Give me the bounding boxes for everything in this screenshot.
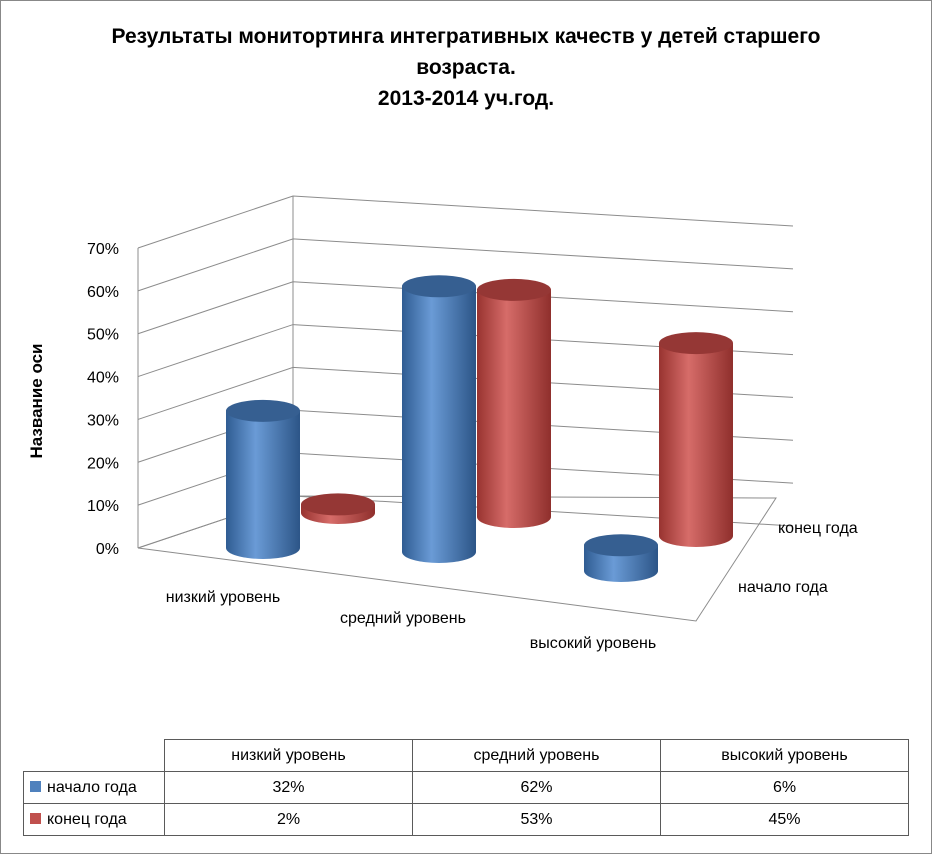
data-table-cell: 32%: [164, 771, 413, 804]
cylinder-top: [301, 493, 375, 516]
legend-label-end: конец года: [47, 810, 127, 828]
data-table-category: низкий уровень: [164, 739, 413, 772]
z-series-label: начало года: [738, 579, 828, 596]
data-table: низкий уровень средний уровень высокий у…: [23, 739, 909, 836]
cylinder-bar: [477, 289, 551, 528]
cylinder-top: [659, 332, 733, 355]
data-table-cell: 6%: [660, 771, 909, 804]
y-tick-label: 50%: [87, 327, 119, 344]
y-tick-label: 70%: [87, 241, 119, 258]
data-table-cell: 53%: [412, 803, 661, 836]
title-line-2: возраста.: [416, 56, 516, 79]
chart-title: Результаты монитортинга интегративных ка…: [41, 21, 891, 114]
cylinder-top: [584, 534, 658, 557]
cylinder-bar: [659, 343, 733, 547]
cylinder-top: [226, 399, 300, 422]
cylinder-bar: [402, 286, 476, 563]
data-table-series-name: конец года: [23, 803, 165, 836]
data-table-category: средний уровень: [412, 739, 661, 772]
cylinder-top: [477, 278, 551, 301]
data-table-corner: [24, 740, 165, 772]
data-table-row: начало года 32% 62% 6%: [23, 771, 909, 804]
title-line-1: Результаты монитортинга интегративных ка…: [111, 25, 821, 48]
legend-swatch-start: [30, 780, 41, 792]
data-table-category: высокий уровень: [660, 739, 909, 772]
z-series-label: конец года: [778, 520, 858, 537]
data-table-cell: 2%: [164, 803, 413, 836]
cylinder-bar: [226, 410, 300, 559]
y-tick-label: 20%: [87, 455, 119, 472]
data-table-series-name: начало года: [23, 771, 165, 804]
cylinder-top: [402, 275, 476, 298]
y-tick-label: 40%: [87, 370, 119, 387]
title-line-3: 2013-2014 уч.год.: [377, 87, 555, 110]
y-tick-label: 0%: [96, 541, 119, 558]
y-tick-label: 10%: [87, 498, 119, 515]
x-category-label: низкий уровень: [166, 589, 280, 606]
y-tick-label: 30%: [87, 412, 119, 429]
data-table-cell: 45%: [660, 803, 909, 836]
legend-label-start: начало года: [47, 778, 137, 796]
x-category-label: высокий уровень: [530, 635, 656, 652]
legend-swatch-end: [30, 812, 41, 824]
gridline: [137, 195, 794, 249]
y-tick-label: 60%: [87, 284, 119, 301]
data-table-row: конец года 2% 53% 45%: [23, 803, 909, 836]
x-category-label: средний уровень: [340, 610, 466, 627]
data-table-header-row: низкий уровень средний уровень высокий у…: [24, 739, 909, 772]
plot-area: 0% 10% 20% 30% 40% 50% 60% 70% низкий уровень сре…: [87, 195, 858, 652]
data-table-cell: 62%: [412, 771, 661, 804]
